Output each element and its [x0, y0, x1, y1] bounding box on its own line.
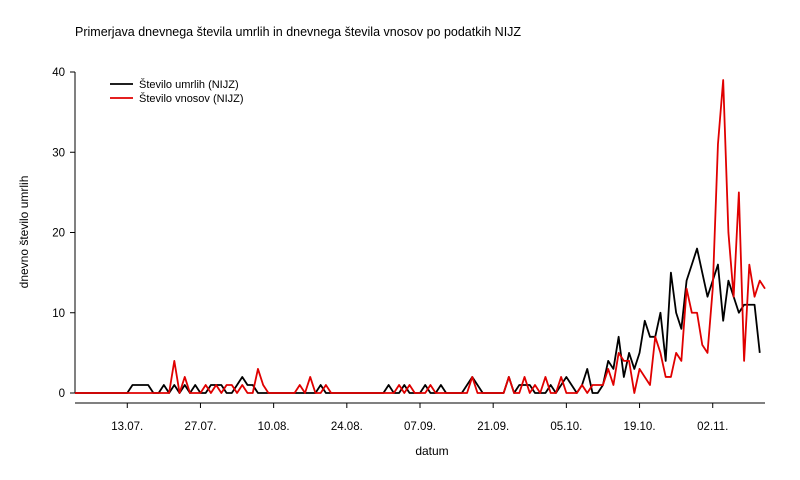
series-line-deaths: [75, 247, 761, 394]
y-tick-label: 0: [59, 388, 65, 400]
x-axis-label: datum: [415, 444, 448, 458]
legend-label-entries: Število vnosov (NIJZ): [139, 92, 244, 105]
y-axis-label: dnevno število umrlih: [17, 176, 31, 289]
x-tick-label: 24.08.: [331, 421, 363, 433]
chart-title: Primerjava dnevnega števila umrlih in dn…: [75, 25, 521, 39]
series-line-entries: [75, 79, 766, 394]
x-tick-label: 07.09.: [404, 421, 436, 433]
legend-label-deaths: Število umrlih (NIJZ): [139, 78, 239, 91]
y-tick-label: 30: [52, 147, 65, 159]
y-tick-label: 20: [52, 228, 65, 240]
legend: Število umrlih (NIJZ) Število vnosov (NI…: [110, 78, 244, 105]
x-tick-label: 05.10.: [550, 421, 582, 433]
x-tick-label: 27.07.: [184, 421, 216, 433]
y-tick-label: 40: [52, 67, 65, 79]
x-tick-label: 02.11.: [697, 421, 728, 433]
y-axis: 0 10 20 30 40: [52, 67, 76, 400]
x-tick-label: 19.10.: [624, 421, 656, 433]
x-axis: 13.07. 27.07. 10.08. 24.08. 07.09. 21.09. 05.1…: [75, 402, 765, 433]
y-tick-label: 10: [52, 308, 65, 320]
x-tick-label: 10.08.: [258, 421, 290, 433]
x-tick-label: 13.07.: [111, 421, 143, 433]
x-tick-label: 21.09.: [477, 421, 509, 433]
plot-area: [75, 79, 766, 394]
